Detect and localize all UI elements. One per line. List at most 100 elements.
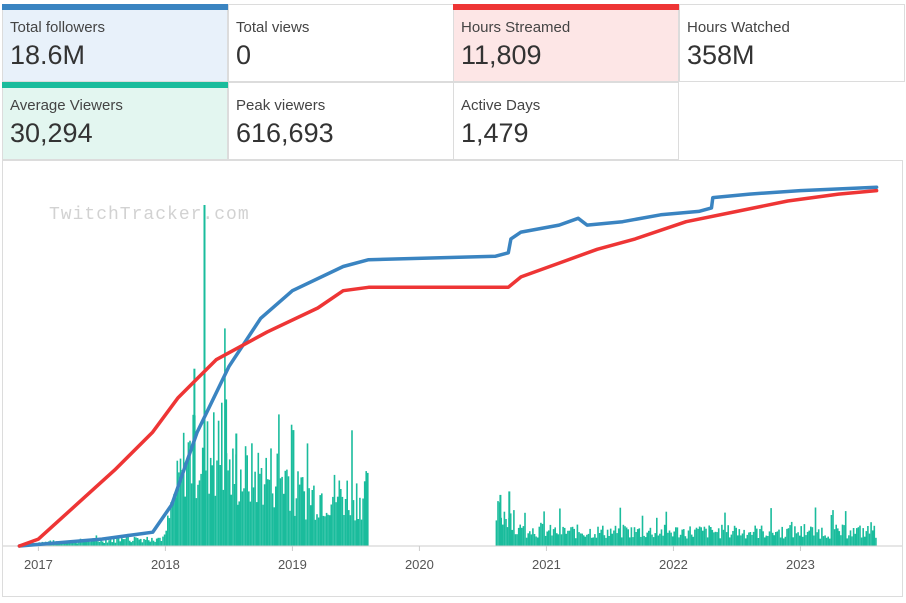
viewer-bar [721, 524, 723, 546]
viewer-bar [514, 534, 517, 546]
viewer-bar [171, 504, 174, 546]
viewer-bar [160, 541, 163, 546]
viewer-bar [681, 529, 683, 546]
stat-card-active-days: Active Days 1,479 [453, 82, 679, 160]
viewer-bar [117, 538, 120, 546]
viewer-bar [213, 412, 215, 546]
viewer-bar [363, 481, 366, 546]
viewer-bar [122, 539, 125, 546]
viewer-bar [827, 536, 829, 546]
viewer-bar [675, 527, 677, 546]
viewer-bar [848, 535, 850, 546]
viewer-bar [519, 524, 521, 546]
viewer-bar [600, 529, 602, 546]
viewer-bar [295, 498, 298, 546]
viewer-bar [536, 537, 539, 546]
viewer-bar [116, 538, 118, 546]
viewer-bar [562, 526, 564, 546]
viewer-bar [700, 527, 702, 546]
viewer-bar [802, 536, 804, 546]
viewer-bar [216, 460, 218, 546]
viewer-bar [209, 457, 212, 546]
stat-value: 1,479 [461, 118, 529, 148]
viewer-bar [174, 497, 177, 546]
viewer-bar [292, 430, 295, 546]
viewer-bar [135, 537, 137, 546]
viewer-bar [811, 527, 814, 546]
viewer-bar [871, 530, 874, 546]
viewer-bar [221, 402, 223, 546]
x-tick-label: 2023 [786, 557, 815, 572]
viewer-bar [870, 522, 872, 546]
viewer-bar [805, 535, 807, 546]
viewer-bar [573, 528, 575, 546]
viewer-bar [549, 524, 552, 546]
watermark-text: TwitchTracker.com [49, 205, 250, 225]
stat-label: Average Viewers [10, 97, 123, 114]
viewer-bar [294, 515, 296, 546]
viewer-bar [92, 538, 94, 546]
viewer-bar [719, 538, 722, 546]
viewer-bar [586, 534, 588, 546]
viewer-bar [687, 530, 690, 546]
viewer-bar [578, 532, 580, 546]
viewer-bar [722, 529, 725, 546]
viewer-bar [598, 533, 601, 546]
viewer-bar [225, 399, 228, 546]
viewer-bar [841, 524, 844, 546]
viewer-bar [230, 494, 233, 546]
viewer-bar [232, 448, 234, 546]
viewer-bar [819, 538, 822, 546]
viewer-bar [241, 491, 244, 546]
viewer-bar [763, 537, 766, 546]
viewer-bar [686, 538, 688, 546]
viewer-bar [609, 528, 612, 546]
viewer-bar [182, 432, 185, 546]
viewer-bar [100, 539, 102, 546]
viewer-bar [724, 512, 726, 546]
viewer-bar [602, 525, 604, 546]
viewer-bar [203, 205, 206, 546]
viewer-bar [814, 507, 817, 546]
viewer-bar [606, 529, 609, 546]
viewer-bar [240, 469, 242, 546]
viewer-bar [254, 471, 256, 546]
viewer-bar [584, 536, 587, 546]
viewer-bar [108, 540, 110, 546]
viewer-bar [662, 535, 664, 546]
viewer-bar [752, 531, 755, 546]
viewer-bar [106, 542, 109, 546]
viewer-bar [794, 526, 796, 546]
viewer-bar [322, 515, 325, 546]
viewer-bar [163, 534, 166, 546]
viewer-bar [679, 534, 682, 546]
viewer-bar [211, 465, 213, 546]
viewer-bar [614, 525, 617, 546]
viewer-bar [776, 531, 779, 546]
viewer-bar [613, 530, 615, 546]
viewer-bar [576, 524, 579, 546]
viewer-bar [330, 504, 333, 546]
stat-value: 18.6M [10, 40, 86, 70]
viewer-bar [648, 530, 650, 546]
viewer-bar [565, 533, 568, 546]
viewer-bar [271, 493, 274, 546]
viewer-bar [630, 527, 633, 546]
viewer-bar [205, 470, 207, 546]
viewer-bar [749, 532, 752, 546]
viewer-bar [309, 505, 312, 546]
viewer-bar [187, 442, 190, 546]
viewer-bar [525, 537, 528, 546]
viewer-bar [765, 535, 768, 546]
viewer-bar [497, 501, 499, 546]
viewer-bar [689, 526, 691, 546]
viewer-bar [305, 519, 307, 546]
series-line-followers [17, 185, 879, 548]
viewer-bar [694, 529, 696, 546]
viewer-bar [63, 542, 66, 546]
viewer-bar [186, 459, 188, 546]
viewer-bar [111, 542, 113, 546]
viewer-bar [206, 421, 209, 546]
viewer-bar [506, 527, 509, 546]
viewer-bar [551, 535, 553, 546]
